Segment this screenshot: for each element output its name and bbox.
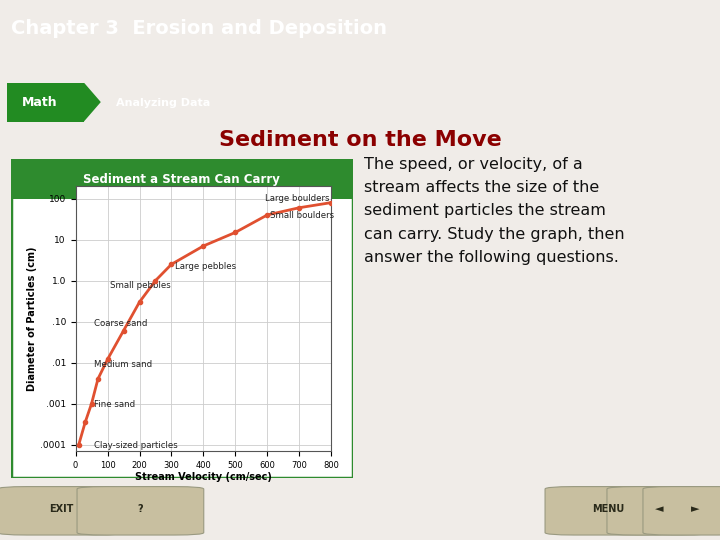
Text: ►: ► (690, 504, 699, 514)
Text: Sediment a Stream Can Carry: Sediment a Stream Can Carry (84, 173, 280, 186)
FancyBboxPatch shape (545, 487, 672, 535)
FancyBboxPatch shape (0, 487, 125, 535)
Text: Large pebbles: Large pebbles (175, 262, 235, 271)
Text: Coarse sand: Coarse sand (94, 319, 148, 328)
Polygon shape (7, 83, 84, 122)
Text: Large boulders: Large boulders (265, 194, 330, 203)
Text: ◄: ◄ (654, 504, 663, 514)
FancyBboxPatch shape (607, 487, 711, 535)
FancyBboxPatch shape (643, 487, 720, 535)
Text: Chapter 3  Erosion and Deposition: Chapter 3 Erosion and Deposition (11, 18, 387, 38)
Text: Math: Math (22, 96, 58, 109)
Text: Small boulders: Small boulders (271, 211, 335, 220)
Y-axis label: Diameter of Particles (cm): Diameter of Particles (cm) (27, 246, 37, 391)
FancyBboxPatch shape (144, 35, 720, 133)
FancyBboxPatch shape (11, 159, 353, 199)
Text: EXIT: EXIT (49, 504, 73, 514)
Text: Analyzing Data: Analyzing Data (117, 98, 211, 109)
Text: Small pebbles: Small pebbles (110, 281, 171, 290)
Polygon shape (84, 83, 101, 122)
Text: Fine sand: Fine sand (94, 400, 135, 409)
FancyBboxPatch shape (77, 487, 204, 535)
Text: Sediment on the Move: Sediment on the Move (219, 130, 501, 151)
Text: The speed, or velocity, of a
stream affects the size of the
sediment particles t: The speed, or velocity, of a stream affe… (364, 157, 624, 265)
Text: Clay-sized particles: Clay-sized particles (94, 441, 178, 450)
X-axis label: Stream Velocity (cm/sec): Stream Velocity (cm/sec) (135, 472, 272, 482)
FancyBboxPatch shape (11, 159, 353, 478)
Text: MENU: MENU (593, 504, 624, 514)
Text: ?: ? (138, 504, 143, 514)
Text: Medium sand: Medium sand (94, 360, 152, 369)
